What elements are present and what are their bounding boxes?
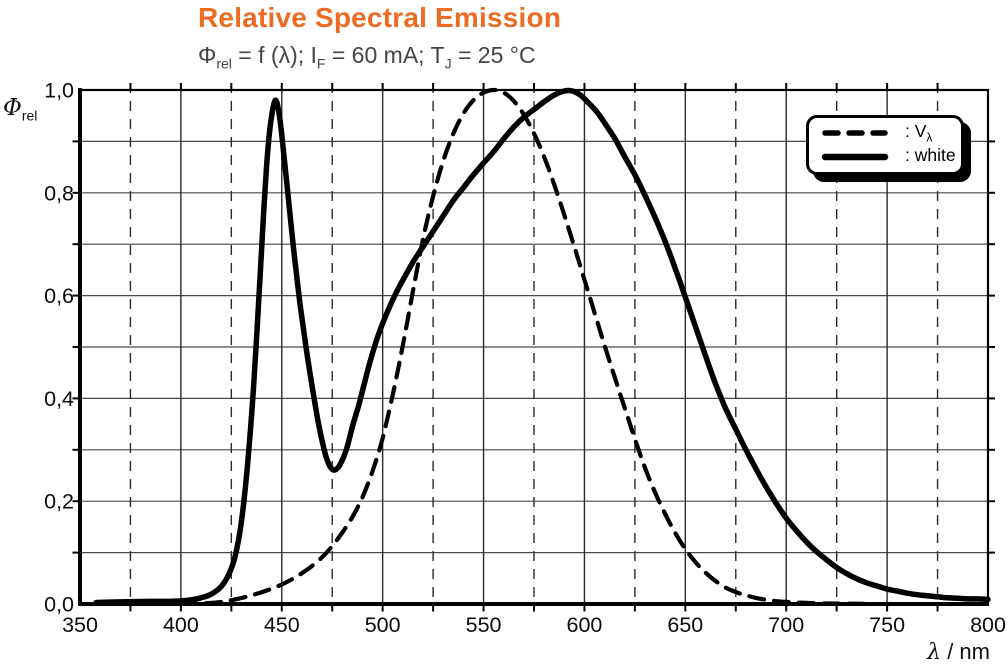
y-tick-labels: 0,0 0,2 0,4 0,6 0,8 1,0	[44, 79, 74, 617]
dashed-line-icon	[822, 130, 888, 136]
svg-text:350: 350	[62, 613, 98, 637]
legend-label-vlambda: : Vλ	[905, 121, 932, 145]
legend-label-white-text: : white	[905, 145, 956, 166]
chart-title: Relative Spectral Emission	[198, 2, 562, 33]
legend-entry-vlambda: : Vλ	[821, 121, 955, 145]
curve-white	[93, 87, 991, 606]
subtitle-tj-subscript: J	[444, 55, 452, 72]
svg-text:1,0: 1,0	[44, 79, 74, 103]
legend-label-vlambda-subscript: λ	[926, 130, 933, 145]
x-axis-label: λ / nm	[855, 639, 990, 665]
subtitle-phi-subscript: rel	[216, 55, 232, 72]
svg-text:0,8: 0,8	[44, 181, 74, 205]
x-tick-labels: 350 400 450 500 550 600 650 700 750 800	[62, 613, 1006, 637]
curve-V-lambda	[178, 87, 869, 606]
solid-line-icon	[821, 153, 889, 161]
gridlines	[73, 83, 995, 611]
svg-text:450: 450	[264, 613, 300, 637]
tick-marks	[72, 83, 995, 612]
subtitle-segment-3: = 25 °C	[451, 42, 536, 68]
y-axis-symbol: Φ	[3, 95, 22, 121]
legend-entry-white: : white	[821, 145, 956, 169]
chart-subtitle: Φrel = f (λ); IF = 60 mA; TJ = 25 °C	[198, 42, 536, 72]
x-axis-symbol: λ	[927, 640, 942, 665]
svg-text:700: 700	[768, 613, 804, 637]
svg-text:800: 800	[970, 613, 1006, 637]
subtitle-segment-1: = f (λ); I	[231, 42, 317, 68]
y-axis-label: Φrel	[3, 94, 37, 124]
svg-text:0,4: 0,4	[44, 387, 74, 411]
svg-text:0,2: 0,2	[44, 490, 74, 514]
svg-text:550: 550	[466, 613, 502, 637]
subtitle-phi: Φ	[198, 42, 217, 68]
svg-text:750: 750	[869, 613, 905, 637]
svg-text:0,0: 0,0	[44, 593, 74, 617]
svg-text:600: 600	[567, 613, 603, 637]
x-axis-unit: / nm	[941, 639, 990, 664]
y-axis-subscript: rel	[21, 107, 38, 124]
svg-text:500: 500	[365, 613, 401, 637]
svg-text:0,6: 0,6	[44, 284, 74, 308]
legend-label-vlambda-text: : V	[905, 121, 927, 142]
legend: : Vλ : white	[806, 115, 964, 175]
subtitle-segment-2: = 60 mA; T	[325, 42, 445, 68]
subtitle-if-subscript: F	[316, 55, 326, 72]
svg-text:400: 400	[163, 613, 199, 637]
legend-label-white: : white	[905, 145, 956, 169]
svg-text:650: 650	[667, 613, 703, 637]
